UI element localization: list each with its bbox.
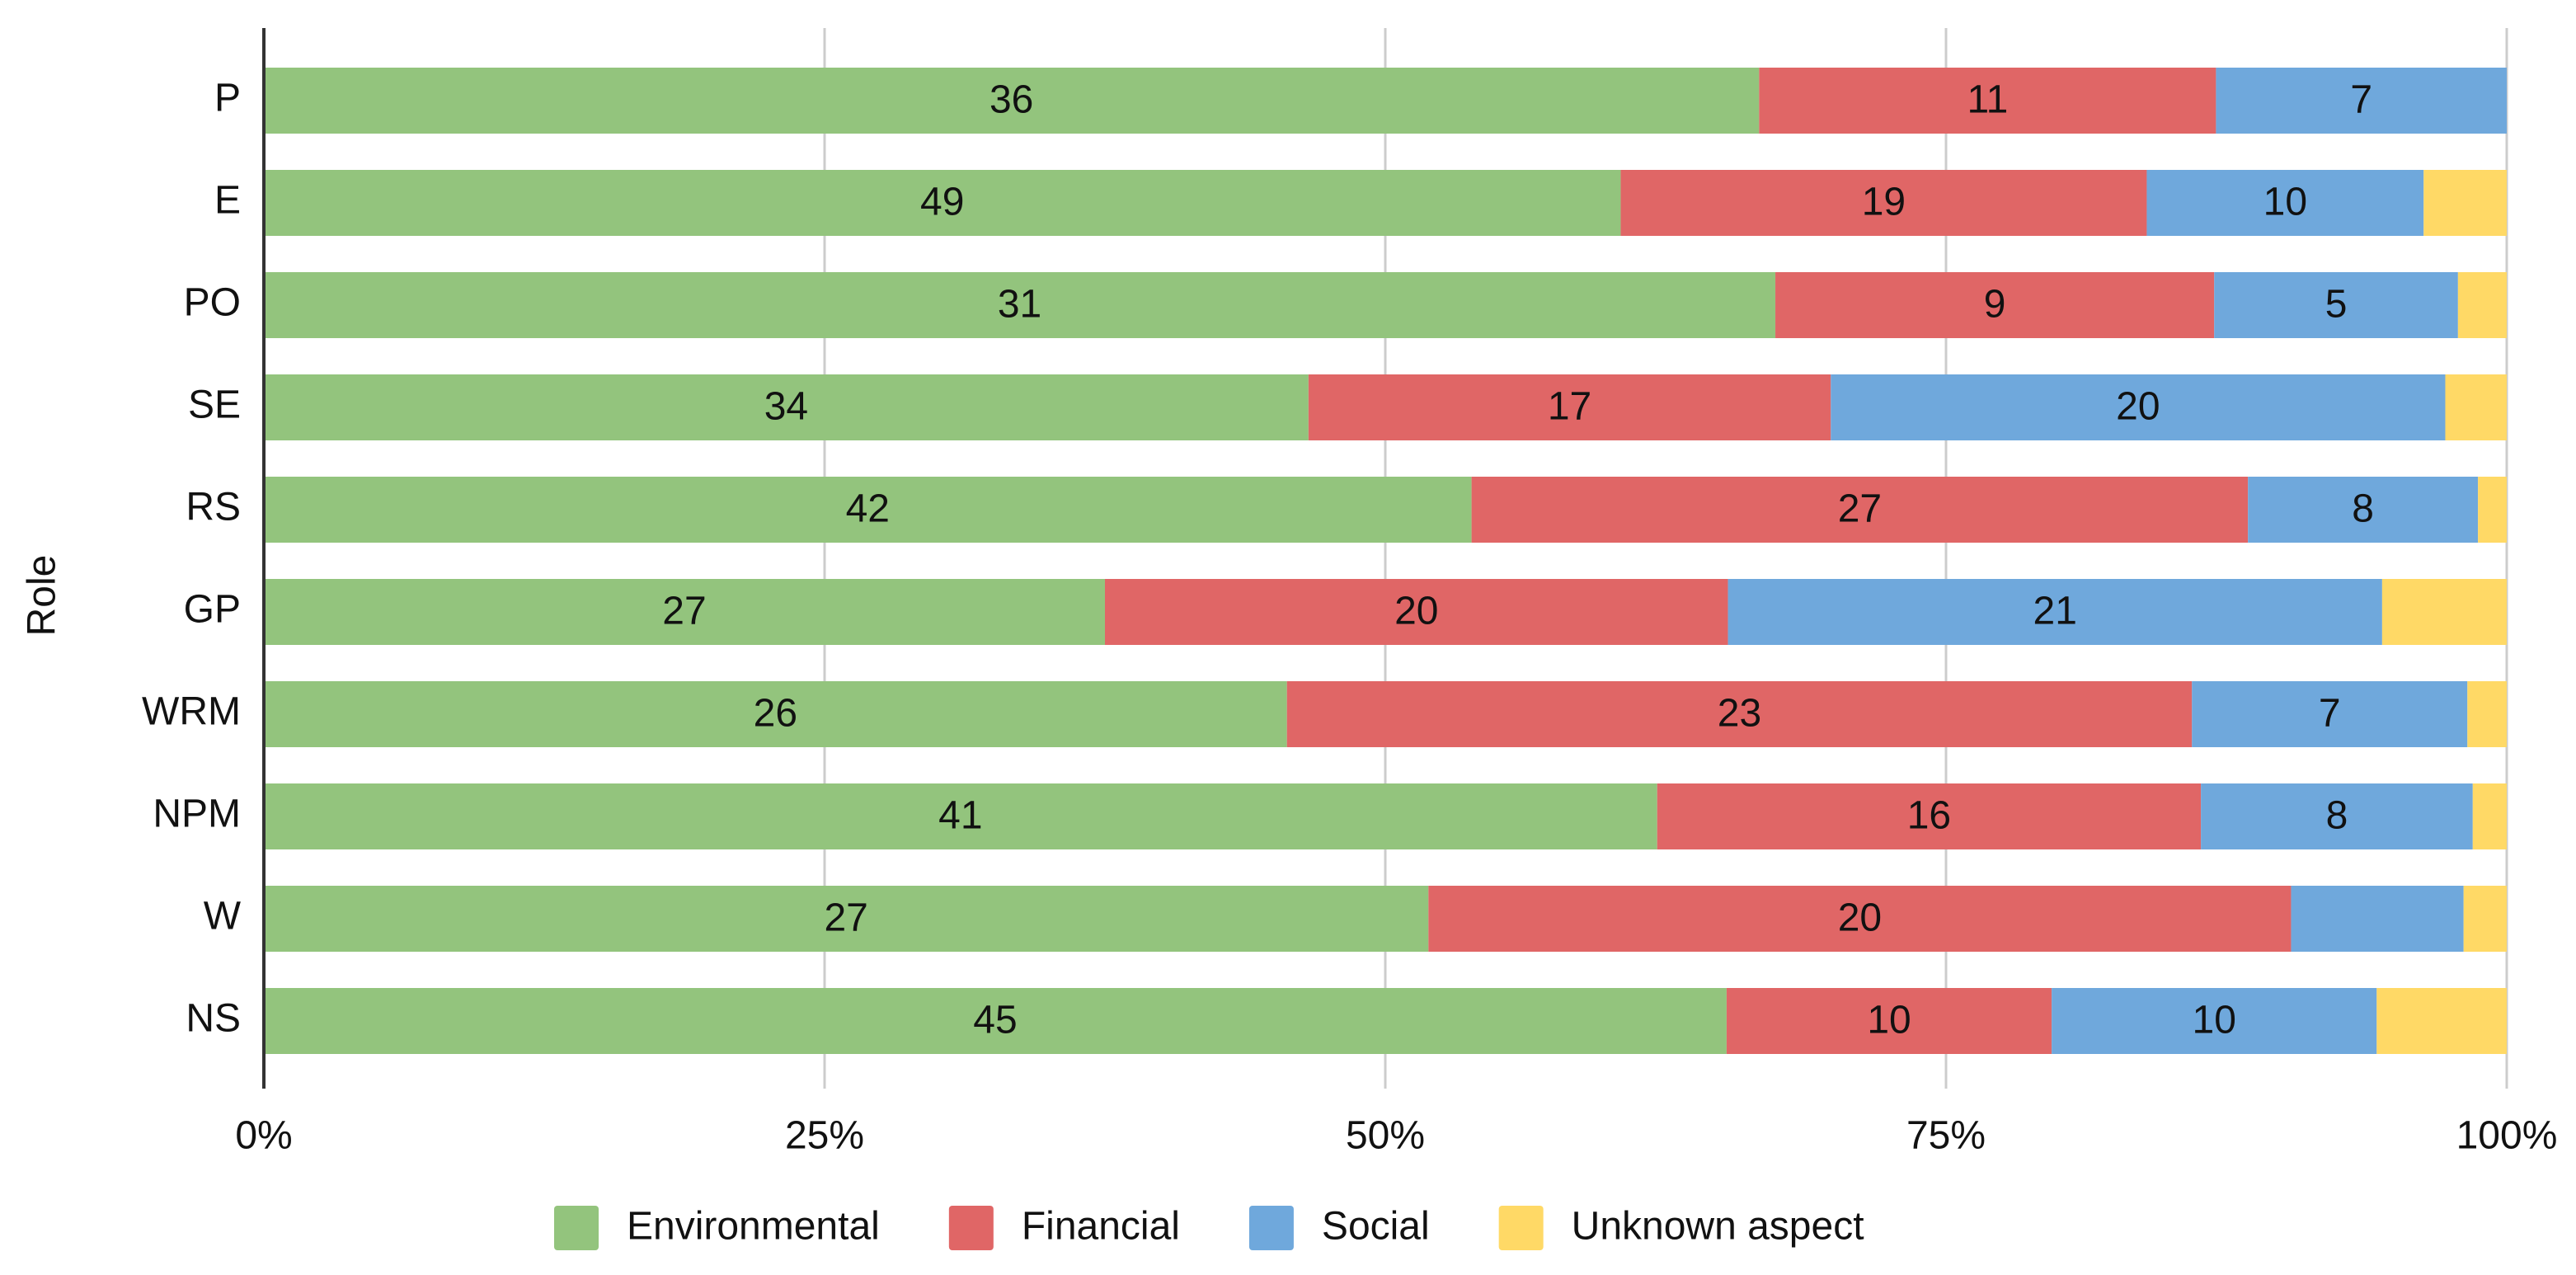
bar-segment	[2478, 477, 2507, 543]
bar-segment	[1308, 374, 1831, 440]
data-label: 26	[754, 692, 797, 736]
y-tick-label: E	[214, 179, 241, 223]
data-label: 17	[1548, 385, 1591, 429]
bar-segment	[1831, 374, 2446, 440]
y-tick-label: SE	[188, 383, 241, 427]
data-label: 23	[1718, 692, 1761, 736]
bar-segment	[264, 886, 1429, 952]
legend-swatch	[948, 1206, 994, 1250]
data-label: 9	[1984, 283, 2006, 327]
bar-segment	[2192, 681, 2468, 747]
data-label: 10	[2263, 181, 2307, 224]
y-tick-label: NS	[186, 997, 241, 1041]
bar-segment	[1286, 681, 2193, 747]
legend-swatch	[554, 1206, 599, 1250]
data-label: 8	[2326, 794, 2348, 838]
bar-segment	[264, 988, 1727, 1054]
bar-segment	[264, 477, 1472, 543]
legend-swatch	[1498, 1206, 1544, 1250]
x-tick-label: 0%	[235, 1114, 292, 1158]
bar-segment	[1620, 170, 2147, 236]
legend-label: Financial	[1022, 1205, 1180, 1249]
bar-segment	[264, 783, 1657, 849]
y-tick-label: W	[204, 895, 242, 939]
data-label: 20	[1838, 896, 1882, 940]
legend-swatch	[1248, 1206, 1294, 1250]
data-label: 7	[2350, 78, 2372, 122]
data-label: 20	[2116, 385, 2160, 429]
bar-segment	[1471, 477, 2249, 543]
y-tick-label: PO	[184, 281, 241, 325]
legend-label: Environmental	[627, 1205, 880, 1249]
bar-segment	[2052, 988, 2377, 1054]
data-label: 41	[938, 794, 982, 838]
bar-segment	[264, 681, 1287, 747]
y-tick-label: WRM	[142, 690, 241, 734]
bar-segment	[264, 579, 1105, 645]
data-label: 20	[1394, 590, 1438, 633]
x-tick-label: 75%	[1906, 1114, 1986, 1158]
data-label: 11	[1967, 78, 2008, 122]
x-tick-label: 25%	[785, 1114, 864, 1158]
data-label: 49	[920, 181, 964, 224]
legend-label: Social	[1322, 1205, 1430, 1249]
bar-segment	[1775, 272, 2215, 338]
y-axis-label: Role	[21, 555, 64, 637]
bar-segment	[264, 68, 1760, 134]
data-label: 19	[1862, 181, 1906, 224]
data-label: 8	[2352, 487, 2374, 531]
bar-segment	[1759, 68, 2216, 134]
data-label: 10	[1867, 999, 1911, 1042]
data-label: 7	[2319, 692, 2341, 736]
bar-segment	[2463, 886, 2507, 952]
data-label: 27	[1838, 487, 1882, 531]
data-label: 42	[846, 487, 890, 531]
bar-segment	[264, 272, 1776, 338]
bar-segment	[2291, 886, 2464, 952]
legend-label: Unknown aspect	[1572, 1205, 1864, 1249]
bar-segment	[2445, 374, 2507, 440]
bar-segment	[1428, 886, 2292, 952]
x-tick-label: 50%	[1346, 1114, 1425, 1158]
bar-segment	[2472, 783, 2507, 849]
data-label: 31	[998, 283, 1041, 327]
bar-segment	[2381, 579, 2507, 645]
data-label: 16	[1907, 794, 1951, 838]
data-label: 36	[990, 78, 1033, 122]
bar-segment	[1728, 579, 2382, 645]
y-tick-label: NPM	[153, 793, 241, 836]
data-label: 10	[2193, 999, 2236, 1042]
bar-segment	[2457, 272, 2507, 338]
bar-segment	[264, 374, 1309, 440]
data-label: 27	[824, 896, 867, 940]
bar-segment	[2467, 681, 2507, 747]
bar-segment	[2248, 477, 2479, 543]
y-tick-label: P	[214, 77, 241, 120]
bar-segment	[2146, 170, 2424, 236]
data-label: 34	[764, 385, 808, 429]
data-label: 45	[973, 999, 1017, 1042]
bar-segment	[1726, 988, 2052, 1054]
bar-segment	[1657, 783, 2202, 849]
bar-segment	[2423, 170, 2507, 236]
y-tick-label: GP	[184, 588, 241, 632]
x-tick-label: 100%	[2456, 1114, 2558, 1158]
bar-segment	[1105, 579, 1728, 645]
bar-segment	[2216, 68, 2507, 134]
data-label: 21	[2033, 590, 2077, 633]
bar-segment	[2201, 783, 2473, 849]
bar-segment	[2214, 272, 2458, 338]
data-label: 5	[2325, 283, 2348, 327]
y-tick-label: RS	[186, 486, 241, 529]
bar-segment	[264, 170, 1621, 236]
bar-segment	[2376, 988, 2507, 1054]
data-label: 27	[662, 590, 706, 633]
